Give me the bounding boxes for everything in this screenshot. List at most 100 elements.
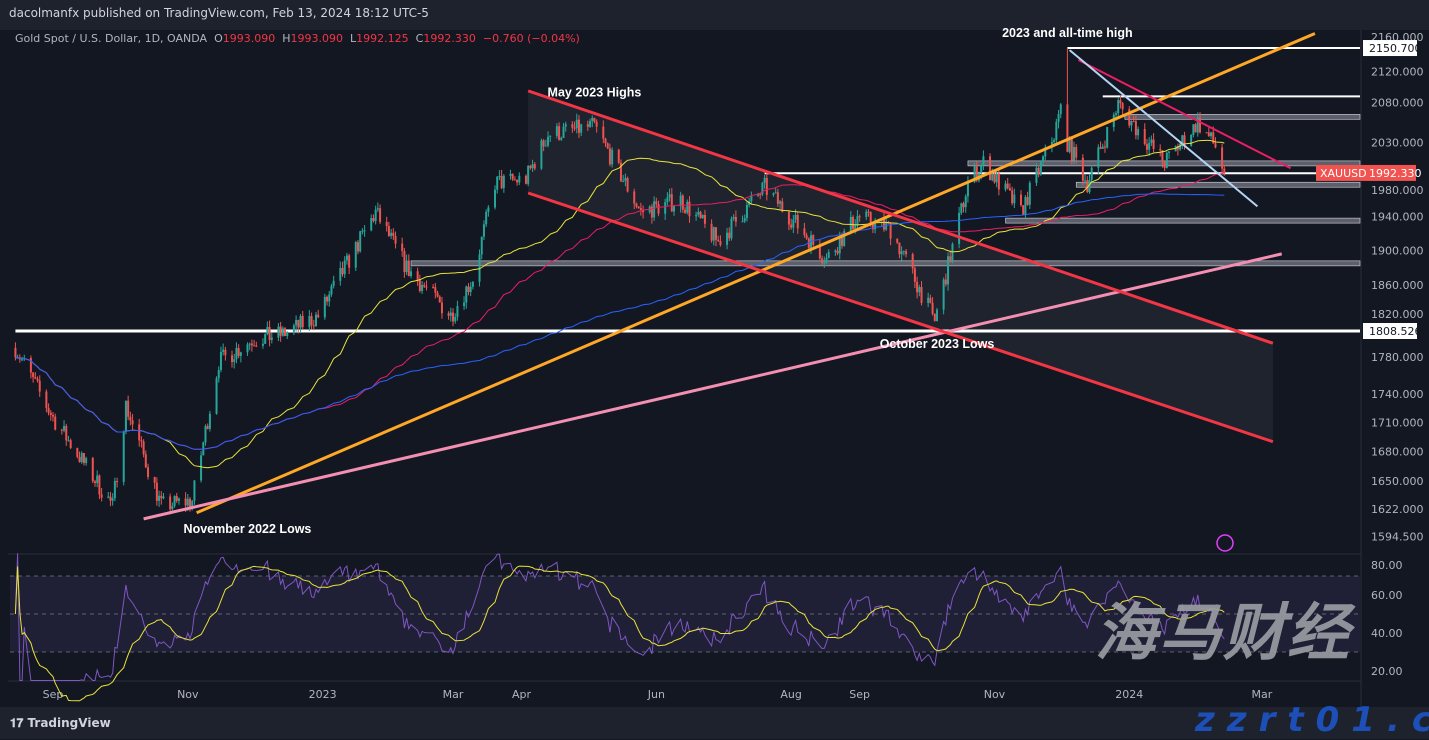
time-tick-label: Mar <box>443 688 464 701</box>
candle-body <box>471 281 474 287</box>
candle-body <box>604 138 607 144</box>
change-value: −0.760 (−0.04%) <box>482 32 580 45</box>
candle-body <box>509 173 512 176</box>
candle-body <box>715 227 717 240</box>
candle-body <box>942 279 945 310</box>
symbol-badge-label: XAUUSD <box>1320 167 1367 180</box>
candle-body <box>1055 121 1058 140</box>
last-price-label: 1992.330 <box>1369 167 1422 180</box>
candle-body <box>463 302 466 307</box>
candle-body <box>776 192 779 204</box>
candle-body <box>889 222 892 239</box>
candle-body <box>679 195 682 207</box>
candle-body <box>231 355 234 363</box>
candle-body <box>301 315 304 328</box>
high-value: 1993.090 <box>290 32 344 45</box>
time-tick-label: Mar <box>1251 688 1272 701</box>
candle-body <box>1161 150 1164 162</box>
candle-body <box>591 117 594 122</box>
candle-body <box>1183 135 1186 146</box>
candle-body <box>498 176 501 178</box>
candle-body <box>635 203 638 207</box>
candle-body <box>684 209 687 213</box>
candle-body <box>728 232 731 239</box>
candle-body <box>951 243 954 263</box>
candle-body <box>642 209 645 213</box>
candle-body <box>76 448 79 457</box>
candle-body <box>673 206 676 212</box>
candle-body <box>264 334 267 344</box>
candle-body <box>14 347 17 358</box>
candle-body <box>186 498 189 506</box>
candle-body <box>1196 117 1199 133</box>
candle-body <box>345 255 348 261</box>
candle-body <box>496 176 499 190</box>
candle-body <box>818 244 821 259</box>
candle-body <box>233 359 236 363</box>
candle-body <box>606 143 609 149</box>
candle-body <box>913 268 916 282</box>
candle-body <box>487 207 490 212</box>
candle-body <box>887 222 890 224</box>
symbol-legend: Gold Spot / U.S. Dollar, 1D, OANDA O1993… <box>15 32 580 45</box>
candle-body <box>577 119 580 133</box>
candle-body <box>343 260 346 275</box>
candle-body <box>500 176 503 189</box>
candle-body <box>575 119 578 129</box>
candle-body <box>993 173 996 183</box>
candle-body <box>513 179 516 181</box>
candle-body <box>573 127 576 129</box>
candle-body <box>153 476 156 483</box>
candle-body <box>595 121 598 127</box>
candle-body <box>131 420 134 425</box>
candle-body <box>407 260 410 277</box>
candle-body <box>1132 121 1135 123</box>
brand-name: TradingView <box>27 716 111 730</box>
candle-body <box>60 429 63 431</box>
candle-body <box>611 149 614 165</box>
candle-body <box>376 208 379 210</box>
low-value: 1992.125 <box>356 32 409 45</box>
candle-body <box>308 316 311 328</box>
tradingview-logo[interactable]: 𝟏𝟕 TradingView <box>10 716 111 731</box>
candle-body <box>1044 147 1047 157</box>
tv-icon: 𝟏𝟕 <box>10 716 28 730</box>
candle-body <box>697 211 700 215</box>
candle-body <box>279 326 282 336</box>
price-tick-label: 2120.000 <box>1371 66 1424 79</box>
candle-body <box>686 201 689 213</box>
price-tick-label: 1740.000 <box>1371 388 1424 401</box>
candle-body <box>763 177 766 183</box>
candle-body <box>38 380 41 392</box>
lightning-icon <box>1216 534 1234 552</box>
candle-body <box>1190 135 1193 146</box>
candle-body <box>944 279 947 285</box>
price-tick-label: 2030.000 <box>1371 136 1424 149</box>
candle-body <box>184 498 187 506</box>
candle-body <box>144 454 147 468</box>
candles <box>14 48 1226 515</box>
candle-body <box>933 313 936 322</box>
candle-body <box>726 232 729 245</box>
price-tick-label: 1710.000 <box>1371 416 1424 429</box>
candle-body <box>555 126 558 136</box>
candle-body <box>869 212 872 224</box>
candle-body <box>617 149 620 163</box>
candle-body <box>191 500 194 507</box>
candle-body <box>49 412 52 416</box>
candle-body <box>1026 197 1029 205</box>
trendline-falling-resistance <box>1077 59 1292 170</box>
rsi-tick-label: 20.00 <box>1371 665 1403 678</box>
candle-body <box>116 481 119 483</box>
candle-body <box>47 407 50 413</box>
candle-body <box>871 223 874 230</box>
candle-body <box>239 352 242 356</box>
candle-body <box>449 312 452 316</box>
candle-body <box>787 211 790 225</box>
candle-body <box>423 284 426 287</box>
candle-body <box>991 173 994 181</box>
candle-body <box>1130 121 1133 126</box>
candle-body <box>418 279 421 291</box>
time-tick-label: Sep <box>43 688 64 701</box>
